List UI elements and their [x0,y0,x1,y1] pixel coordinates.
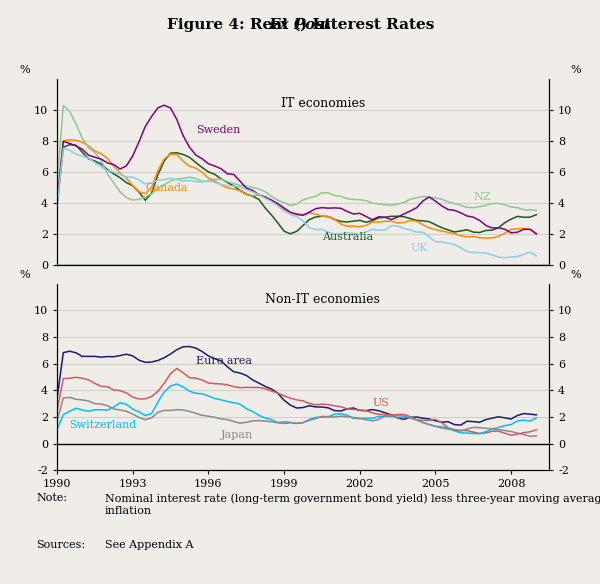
Text: %: % [571,270,581,280]
Text: Euro area: Euro area [196,356,252,366]
Text: IT economies: IT economies [281,98,365,110]
Text: Japan: Japan [221,430,253,440]
Text: Note:: Note: [36,493,67,503]
Text: Nominal interest rate (long-term government bond yield) less three-year moving a: Nominal interest rate (long-term governm… [105,493,600,516]
Text: Sweden: Sweden [196,125,240,135]
Text: Canada: Canada [145,183,188,193]
Text: Non-IT economies: Non-IT economies [265,293,380,306]
Text: %: % [20,65,31,75]
Text: US: US [373,398,389,408]
Text: %: % [571,65,581,75]
Text: Australia: Australia [322,232,373,242]
Text: See Appendix A: See Appendix A [105,540,193,550]
Text: ) Interest Rates: ) Interest Rates [300,18,434,32]
Text: NZ: NZ [473,192,491,202]
Text: UK: UK [410,243,428,253]
Text: %: % [20,270,31,280]
Text: Sources:: Sources: [36,540,85,550]
Text: Switzerland: Switzerland [70,419,137,429]
Text: Ex Post: Ex Post [269,18,331,32]
Text: Figure 4: Real (: Figure 4: Real ( [167,18,300,32]
